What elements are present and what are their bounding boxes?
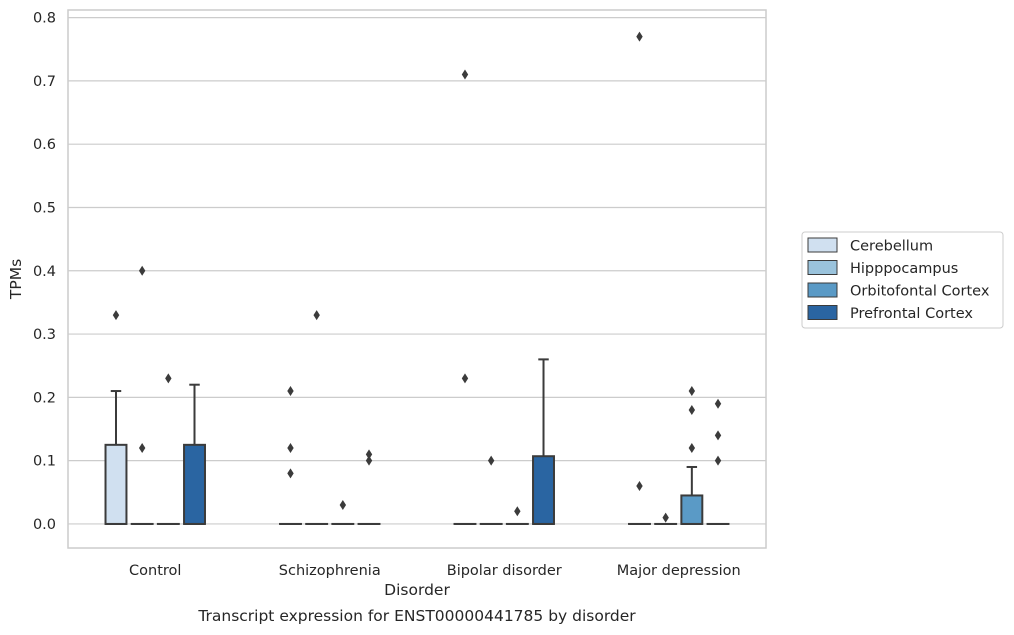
outlier-point — [138, 265, 146, 276]
outlier-point — [688, 386, 696, 397]
box-hipppocampus — [130, 265, 154, 525]
outlier-point — [365, 455, 373, 466]
outlier-point — [461, 69, 469, 80]
legend-swatch — [807, 305, 838, 320]
legend-swatch — [807, 282, 838, 298]
x-tick-label: Schizophrenia — [279, 563, 381, 579]
outlier-point — [461, 373, 469, 384]
box-orbitofontal-cortex — [331, 499, 355, 525]
x-tick-label: Bipolar disorder — [447, 563, 562, 579]
outlier-point — [287, 386, 294, 397]
x-axis-title: Disorder — [384, 581, 450, 599]
box-cerebellum — [279, 386, 302, 525]
plot-area — [67, 9, 767, 549]
box-prefrontal-cortex — [532, 358, 555, 525]
legend: Cerebellum Hipppocampus Orbitofontal Corte… — [801, 231, 1004, 329]
outlier-point — [287, 468, 294, 479]
x-tick-label: Control — [129, 563, 181, 579]
box-prefrontal-cortex — [357, 449, 381, 525]
legend-label: Cerebellum — [850, 239, 933, 255]
box-hipppocampus — [305, 310, 329, 525]
y-tick-label: 0.7 — [33, 74, 56, 90]
box-cerebellum — [628, 31, 651, 525]
box — [680, 494, 704, 525]
box-prefrontal-cortex — [706, 398, 730, 525]
box-cerebellum — [104, 310, 128, 525]
y-tick-label: 0.5 — [33, 200, 56, 216]
legend-label: Hipppocampus — [850, 261, 958, 277]
outlier-point — [339, 499, 347, 510]
y-tick-label: 0.2 — [33, 390, 56, 406]
box — [104, 443, 128, 525]
x-tick-label: Major depression — [617, 563, 741, 579]
outlier-point — [313, 310, 320, 321]
outlier-point — [714, 398, 722, 409]
outlier-point — [165, 373, 172, 384]
outlier-point — [636, 31, 643, 42]
outlier-point — [662, 512, 669, 523]
box-orbitofontal-cortex — [156, 373, 180, 525]
outlier-point — [112, 310, 120, 321]
box-cerebellum — [453, 69, 477, 525]
outlier-point — [688, 405, 696, 416]
box — [183, 443, 206, 525]
outlier-point — [287, 442, 294, 453]
box — [532, 455, 555, 525]
outlier-point — [688, 442, 696, 453]
box-orbitofontal-cortex — [680, 386, 704, 525]
y-axis-ticks: 0.0 0.1 0.2 0.3 0.4 0.5 0.6 0.7 0.8 — [33, 11, 56, 533]
box-hipppocampus — [654, 512, 678, 525]
outlier-point — [514, 506, 521, 517]
y-tick-label: 0.6 — [33, 137, 56, 153]
legend-label: Prefrontal Cortex — [850, 306, 973, 322]
outlier-point — [636, 480, 643, 491]
outlier-point — [487, 455, 495, 466]
box-hipppocampus — [479, 455, 503, 525]
outlier-point — [714, 455, 722, 466]
y-tick-label: 0.0 — [33, 517, 56, 533]
box-layer — [104, 31, 730, 525]
legend-swatch — [807, 260, 838, 275]
y-tick-label: 0.8 — [33, 11, 56, 27]
gridlines — [68, 16, 766, 525]
box-prefrontal-cortex — [183, 383, 206, 525]
legend-frame — [801, 231, 1004, 329]
x-axis-ticks: Control Schizophrenia Bipolar disorder Majo… — [129, 563, 741, 579]
outlier-point — [138, 442, 146, 453]
box-orbitofontal-cortex — [505, 506, 529, 525]
y-tick-label: 0.1 — [33, 454, 56, 470]
y-axis-title: TPMs — [7, 259, 25, 300]
chart-caption: Transcript expression for ENST0000044178… — [197, 607, 636, 625]
y-tick-label: 0.4 — [33, 264, 56, 280]
outlier-point — [365, 449, 373, 460]
legend-label: Orbitofontal Cortex — [850, 284, 990, 300]
outlier-point — [714, 430, 722, 441]
y-tick-label: 0.3 — [33, 327, 56, 343]
legend-swatch — [807, 237, 838, 253]
